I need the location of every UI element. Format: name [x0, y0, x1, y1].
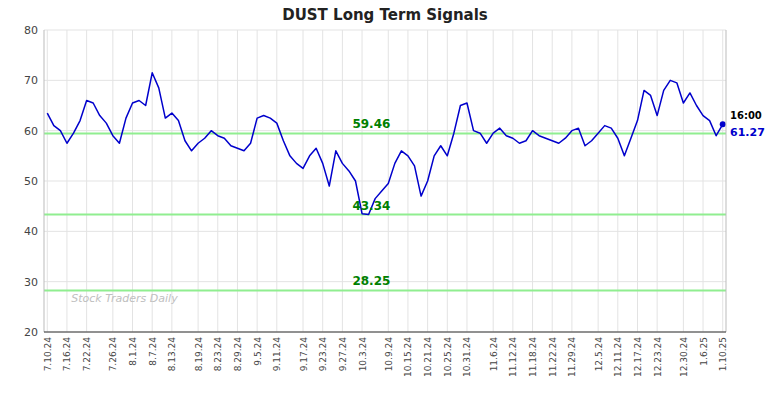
x-grid-line [198, 30, 199, 332]
x-grid-line [493, 30, 494, 332]
x-tick-label: 10.31.24 [462, 337, 472, 377]
y-grid-line [44, 30, 726, 31]
x-grid-line [447, 30, 448, 332]
end-value-label: 61.27 [730, 126, 765, 139]
x-grid-line [466, 30, 467, 332]
reference-label: 59.46 [352, 117, 390, 131]
reference-line [44, 289, 726, 291]
x-tick-label: 12.30.24 [679, 337, 689, 377]
reference-line [44, 132, 726, 134]
x-tick-label: 10.9.24 [384, 337, 394, 372]
x-tick-label: 11.29.24 [567, 337, 577, 377]
x-tick-label: 10.15.24 [403, 337, 413, 377]
x-grid-line [703, 30, 704, 332]
x-tick-label: 1.10.25 [718, 337, 728, 371]
x-grid-line [322, 30, 323, 332]
line [47, 73, 722, 215]
x-grid-line [257, 30, 258, 332]
x-grid-line [598, 30, 599, 332]
y-tick-label: 70 [24, 74, 38, 87]
x-grid-line [722, 30, 723, 332]
x-grid-line [683, 30, 684, 332]
x-axis [44, 331, 726, 332]
x-tick-label: 12.23.24 [653, 337, 663, 377]
chart: DUST Long Term Signals 20 30 40 50 60 70 80 7.10… [0, 0, 784, 398]
x-grid-line [637, 30, 638, 332]
y-tick-label: 60 [24, 125, 38, 138]
x-tick-label: 1.6.25 [699, 337, 709, 366]
reference-line [44, 214, 726, 216]
reference-label: 28.25 [352, 274, 390, 288]
x-grid-line [303, 30, 304, 332]
end-time-label: 16:00 [730, 110, 762, 121]
x-tick-label: 9.23.24 [318, 337, 328, 372]
x-grid-line [86, 30, 87, 332]
x-tick-label: 10.25.24 [443, 337, 453, 377]
x-tick-label: 10.3.24 [358, 337, 368, 372]
x-grid-line [617, 30, 618, 332]
x-grid-line [657, 30, 658, 332]
x-tick-label: 10.21.24 [423, 337, 433, 377]
x-grid-line [552, 30, 553, 332]
x-grid-line [276, 30, 277, 332]
x-grid-line [532, 30, 533, 332]
x-tick-label: 12.11.24 [613, 337, 623, 377]
x-tick-label: 9.5.24 [253, 337, 263, 366]
x-tick-label: 12.17.24 [633, 337, 643, 377]
watermark: Stock Traders Daily [71, 292, 178, 305]
x-tick-label: 9.17.24 [299, 337, 309, 372]
x-tick-label: 11.6.24 [489, 337, 499, 372]
x-grid-line [407, 30, 408, 332]
plot-area [44, 73, 726, 291]
x-tick-label: 11.22.24 [548, 337, 558, 377]
x-tick-label: 8.13.24 [167, 337, 177, 372]
last-point [720, 121, 726, 127]
x-tick-label: 9.27.24 [338, 337, 348, 372]
x-grid-line [571, 30, 572, 332]
y-tick-label: 30 [24, 276, 38, 289]
x-tick-label: 9.11.24 [272, 337, 282, 372]
x-tick-label: 11.12.24 [508, 337, 518, 377]
x-grid-line [342, 30, 343, 332]
x-grid-line [512, 30, 513, 332]
x-tick-label: 8.23.24 [213, 337, 223, 372]
x-tick-label: 8.19.24 [194, 337, 204, 372]
y-tick-label: 40 [24, 225, 38, 238]
y-grid-line [44, 80, 726, 81]
x-grid-line [132, 30, 133, 332]
right-axis [726, 30, 727, 332]
x-tick-label: 8.29.24 [233, 337, 243, 372]
x-tick-label: 7.22.24 [82, 337, 92, 372]
x-tick-label: 8.7.24 [148, 337, 158, 366]
x-grid-line [47, 30, 48, 332]
y-tick-label: 80 [24, 24, 38, 37]
x-grid-line [237, 30, 238, 332]
y-grid-line [44, 332, 726, 333]
title: DUST Long Term Signals [282, 6, 488, 24]
x-tick-label: 11.18.24 [528, 337, 538, 377]
x-tick-label: 7.26.24 [108, 337, 118, 372]
x-grid-line [66, 30, 67, 332]
grid [44, 30, 726, 332]
x-grid-line [171, 30, 172, 332]
x-tick-label: 7.10.24 [43, 337, 53, 372]
x-tick-label: 7.16.24 [62, 337, 72, 372]
y-grid-line [44, 231, 726, 232]
x-grid-line [112, 30, 113, 332]
x-tick-label: 12.5.24 [594, 337, 604, 372]
left-axis [44, 30, 45, 332]
y-tick-label: 50 [24, 175, 38, 188]
x-tick-label: 8.1.24 [128, 337, 138, 366]
x-grid-line [217, 30, 218, 332]
y-grid-line [44, 181, 726, 182]
reference-label: 43.34 [352, 199, 390, 213]
y-tick-label: 20 [24, 326, 38, 339]
